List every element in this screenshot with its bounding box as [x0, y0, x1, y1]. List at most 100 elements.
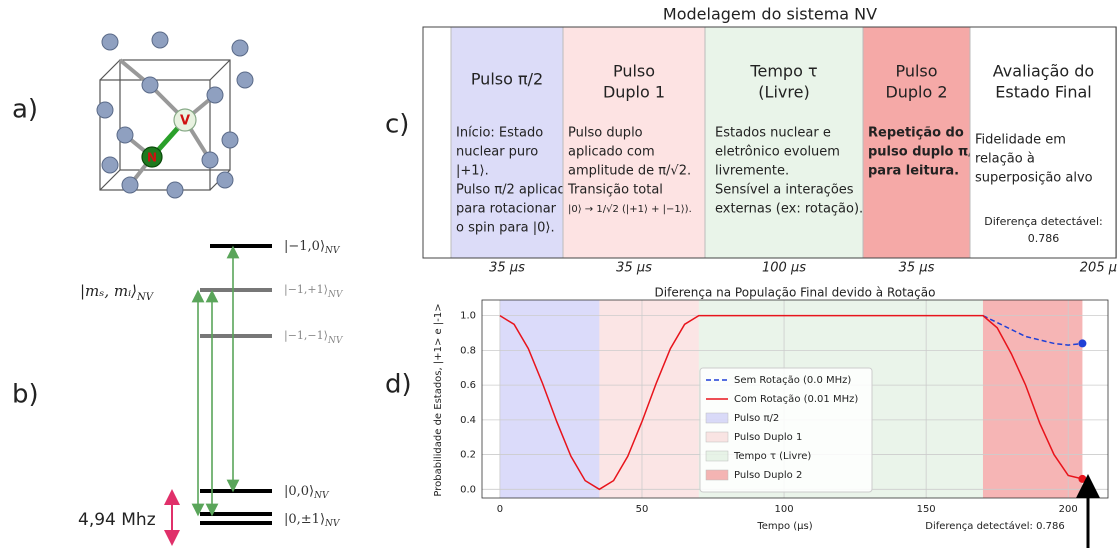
legend-label: Com Rotação (0.01 MHz) — [734, 394, 858, 405]
column-heading: Pulso — [895, 62, 937, 81]
legend-label: Sem Rotação (0.0 MHz) — [734, 375, 851, 386]
x-tick-label: 50 — [636, 504, 649, 515]
column-body: externas (ex: rotação). — [715, 202, 863, 217]
column-body: superposição alvo — [975, 171, 1093, 186]
legend-box — [699, 367, 873, 493]
legend-swatch — [705, 431, 729, 443]
state-label: |mₛ, mᵢ⟩NV — [80, 282, 155, 303]
column-heading: Duplo 2 — [885, 83, 947, 102]
column-heading: Estado Final — [995, 83, 1091, 102]
column-heading: (Livre) — [758, 83, 809, 102]
atom-label: N — [147, 151, 157, 165]
column-body: para leitura. — [868, 164, 959, 179]
level-ket: |−1,−1⟩ — [284, 329, 328, 343]
column-body: pulso duplo π/√2 — [868, 145, 991, 160]
column-heading: Pulso π/2 — [471, 70, 543, 89]
level-sub: NV — [327, 336, 344, 346]
legend-swatch — [705, 450, 729, 462]
end-point — [1078, 474, 1087, 483]
crystal-illustration — [96, 31, 254, 199]
plot-frame — [481, 299, 1109, 499]
table-column — [422, 26, 452, 259]
column-body: Início: Estado — [456, 126, 543, 141]
column-body: eletrônico evoluem — [715, 145, 840, 160]
atom-label: V — [180, 114, 190, 129]
legend-swatch — [705, 412, 729, 424]
column-body: nuclear puro — [456, 145, 538, 160]
column-body: Fidelidade em — [975, 133, 1066, 148]
panel-label: a) — [12, 95, 38, 125]
duration-label: 35 μs — [616, 261, 652, 276]
column-footer: Diferença detectável: — [984, 215, 1102, 228]
splitting-label: 4,94 Mhz — [78, 510, 156, 530]
level-ket: |−1,0⟩ — [284, 239, 325, 254]
column-body: amplitude de π/√2. — [568, 164, 691, 179]
column-body: Pulso π/2 aplicado — [456, 183, 574, 198]
y-tick-label: 0.6 — [460, 380, 476, 391]
column-body: Transição total — [567, 183, 663, 198]
end-point — [1078, 339, 1087, 348]
table-column — [704, 26, 864, 259]
x-tick-label: 100 — [775, 504, 794, 515]
column-footer: 0.786 — [1028, 232, 1060, 245]
legend-label: Pulso Duplo 2 — [734, 470, 802, 481]
panel-label: c) — [385, 110, 409, 140]
annotation: Diferença detectável: 0.786 — [925, 520, 1064, 532]
x-tick-label: 200 — [1059, 504, 1078, 515]
column-body: |+1⟩. — [456, 164, 489, 179]
column-heading: Tempo τ — [749, 62, 817, 81]
level-sub: NV — [313, 491, 330, 501]
duration-label: 205 μ — [1080, 261, 1117, 276]
duration-label: 35 μs — [899, 261, 935, 276]
table-column — [450, 26, 564, 259]
y-tick-label: 0.4 — [460, 415, 476, 426]
level-sub: NV — [327, 290, 344, 300]
legend-label: Pulso π/2 — [734, 413, 779, 424]
column-body: relação à — [975, 152, 1035, 167]
y-tick-label: 0.8 — [460, 345, 476, 356]
column-body: Pulso duplo — [568, 126, 643, 141]
state-sub: NV — [136, 292, 155, 303]
phase-region — [499, 300, 600, 498]
state-ket: |mₛ, mᵢ⟩ — [80, 282, 137, 300]
column-body: Sensível a interações — [715, 183, 854, 198]
level-label: |0,±1⟩NV — [284, 512, 341, 529]
table-title: Modelagem do sistema NV — [663, 5, 877, 24]
panel-label: b) — [12, 380, 39, 410]
column-heading: Duplo 1 — [603, 83, 665, 102]
column-body: para rotacionar — [456, 202, 557, 217]
column-body: o spin para |0⟩. — [456, 221, 555, 236]
column-body: livremente. — [715, 164, 789, 179]
level-sub: NV — [324, 519, 341, 529]
column-body: Repetição do — [868, 126, 964, 141]
x-axis-label: Tempo (μs) — [756, 521, 812, 532]
duration-label: 100 μs — [762, 261, 806, 276]
x-tick-label: 150 — [917, 504, 936, 515]
level-sub: NV — [324, 246, 341, 256]
column-body: |0⟩ → 1/√2 (|+1⟩ + |−1⟩). — [568, 204, 692, 215]
legend-label: Tempo τ (Livre) — [733, 451, 811, 462]
y-axis-label: Probabilidade de Estados, |+1> e |-1> — [433, 303, 444, 496]
level-ket: |0,±1⟩ — [284, 512, 325, 527]
column-body: aplicado com — [568, 145, 655, 160]
level-ket: |0,0⟩ — [284, 484, 314, 499]
duration-label: 35 μs — [489, 261, 525, 276]
y-tick-label: 1.0 — [460, 311, 476, 322]
panel-label: d) — [385, 370, 412, 400]
y-tick-label: 0.0 — [460, 484, 476, 495]
series-line — [499, 314, 1083, 491]
level-label: |−1,0⟩NV — [284, 239, 341, 256]
table-frame — [422, 26, 1117, 259]
level-label: |−1,+1⟩NV — [284, 283, 344, 300]
level-label: |−1,−1⟩NV — [284, 329, 344, 346]
level-ket: |−1,+1⟩ — [284, 283, 328, 297]
column-body: Estados nuclear e — [715, 126, 831, 141]
y-tick-label: 0.2 — [460, 450, 476, 461]
chart-title: Diferença na População Final devido à Ro… — [655, 286, 936, 300]
legend-label: Pulso Duplo 1 — [734, 432, 802, 443]
phase-region — [599, 300, 699, 498]
series-line — [982, 314, 1083, 346]
column-heading: Avaliação do — [993, 62, 1094, 81]
x-tick-label: 0 — [497, 504, 503, 515]
